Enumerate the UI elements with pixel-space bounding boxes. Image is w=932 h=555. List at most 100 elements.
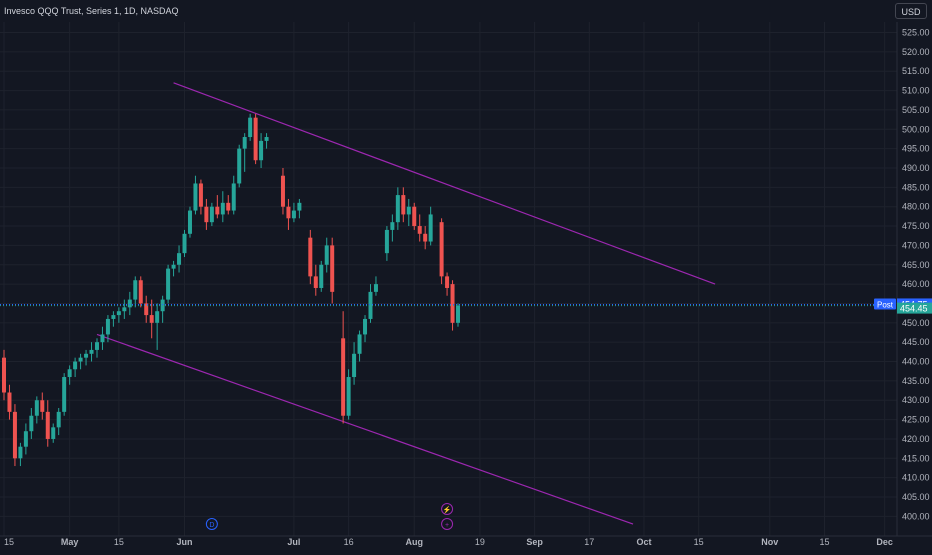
candle (2, 349, 6, 401)
candle (439, 218, 444, 285)
price-tick-label: 420.00 (902, 434, 930, 444)
candle-body (450, 284, 455, 323)
price-tick-label: 415.00 (902, 453, 930, 463)
candle (445, 272, 450, 296)
candle (297, 198, 302, 219)
candle (313, 264, 318, 296)
post-badge-label: Post (877, 300, 894, 309)
candle-body (12, 411, 17, 459)
candle-body (313, 276, 318, 288)
candle (352, 342, 357, 385)
candle-body (439, 222, 444, 277)
candle (357, 330, 362, 362)
price-tick-label: 475.00 (902, 221, 930, 231)
candle (253, 113, 258, 165)
candle (417, 214, 422, 242)
candle (12, 404, 17, 467)
time-tick-label: 17 (584, 537, 594, 547)
candle-body (122, 307, 127, 312)
candle-body (187, 210, 192, 234)
candle-body (346, 377, 351, 416)
time-tick-label: 15 (694, 537, 704, 547)
candle-body (198, 183, 203, 207)
candle-body (242, 137, 247, 149)
candle-body (29, 415, 34, 432)
candle-body (341, 338, 346, 416)
time-tick-label: 16 (344, 537, 354, 547)
price-tick-label: 425.00 (902, 415, 930, 425)
price-tick-label: 515.00 (902, 66, 930, 76)
event-marker-circle (205, 518, 218, 530)
candle-body (149, 315, 154, 323)
event-markers: D ⚡ + (205, 503, 454, 530)
candle-body (73, 361, 78, 370)
channel-lines (96, 82, 716, 525)
candle-body (253, 117, 258, 161)
candle-body (111, 315, 116, 319)
candle-body (406, 206, 411, 215)
candle (291, 202, 296, 223)
candle (330, 237, 335, 304)
candle-body (215, 206, 220, 215)
candle (23, 423, 28, 455)
candle-body (155, 311, 160, 323)
event-marker-circle (441, 518, 454, 530)
candle (34, 396, 39, 424)
price-tick-label: 485.00 (902, 182, 930, 192)
candle-body (286, 206, 291, 219)
candle-body (280, 175, 285, 207)
currency-button[interactable]: USD (895, 3, 927, 19)
candle (384, 226, 389, 261)
candle-body (62, 377, 67, 412)
price-tick-label: 450.00 (902, 318, 930, 328)
price-tick-label: 410.00 (902, 473, 930, 483)
time-tick-label: Jul (287, 537, 300, 547)
earnings-marker[interactable]: ⚡ (441, 503, 454, 515)
candle (423, 226, 428, 250)
candle (368, 284, 373, 323)
channel-upper-line (173, 82, 716, 285)
candle-body (204, 206, 209, 223)
candle-body (308, 237, 313, 277)
price-tick-label: 505.00 (902, 105, 930, 115)
candle-body (144, 303, 149, 316)
candle (237, 144, 242, 188)
add-event-marker[interactable]: + (441, 518, 454, 530)
candle-body (7, 392, 12, 412)
candle (406, 198, 411, 227)
candle-body (51, 427, 56, 439)
candle-body (237, 148, 242, 184)
price-tick-label: 510.00 (902, 86, 930, 96)
candle (100, 326, 105, 350)
candle (29, 407, 34, 439)
candle-body (363, 318, 368, 335)
last-price-label: 454.45 (900, 304, 928, 314)
candle (390, 214, 395, 242)
candle-body (100, 334, 105, 343)
candle (363, 315, 368, 343)
time-axis-labels: 15 May 15 Jun Jul 16 Aug 19 Sep 17 Oct 15 Nov 15 Dec (4, 537, 893, 547)
candle-body (357, 334, 362, 354)
candle (94, 338, 99, 358)
candle (193, 175, 198, 215)
candle-body (127, 299, 132, 308)
time-tick-label: 15 (4, 537, 14, 547)
price-tick-label: 470.00 (902, 240, 930, 250)
candle (395, 187, 400, 230)
time-tick-label: May (61, 537, 79, 547)
candle (324, 237, 329, 273)
dividend-marker[interactable]: D (205, 518, 218, 530)
time-tick-label: 15 (114, 537, 124, 547)
price-tick-label: 495.00 (902, 144, 930, 154)
candle (286, 198, 291, 230)
candle (56, 407, 61, 436)
time-tick-label: 19 (475, 537, 485, 547)
candle-body (248, 117, 253, 138)
event-marker-symbol: ⚡ (443, 505, 452, 514)
candle (264, 133, 269, 149)
candle (89, 342, 94, 362)
candle-body (395, 195, 400, 223)
